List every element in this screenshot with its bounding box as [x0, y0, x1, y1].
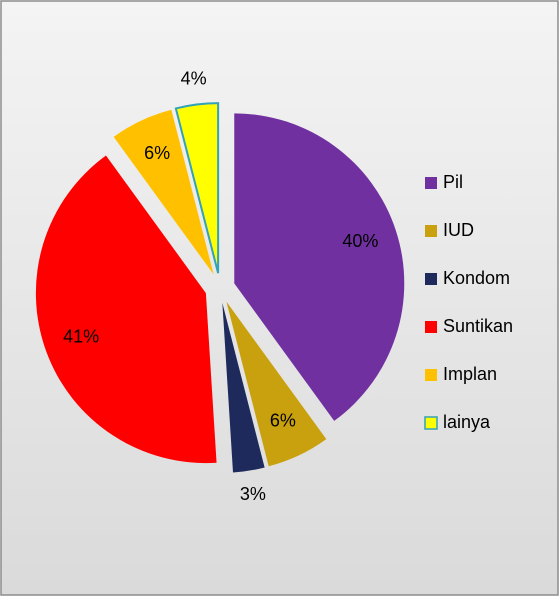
pie-slice — [113, 109, 214, 275]
legend-label: Implan — [443, 364, 497, 384]
data-label: 6% — [144, 143, 170, 163]
legend-swatch — [424, 416, 438, 430]
legend-label: IUD — [443, 220, 474, 240]
pie-slice — [222, 302, 265, 473]
pie-slice — [35, 155, 217, 464]
data-label: 4% — [181, 68, 207, 88]
legend-swatch — [425, 321, 437, 333]
legend-label: Pil — [443, 172, 463, 192]
data-label: 3% — [240, 484, 266, 504]
legend-swatch — [425, 273, 437, 285]
pie-slice — [226, 301, 327, 467]
legend-swatch — [425, 177, 437, 189]
pie-slice — [174, 102, 220, 274]
data-label: 40% — [342, 231, 378, 251]
legend-label: Kondom — [443, 268, 510, 288]
legend-swatch — [425, 225, 437, 237]
data-label: 41% — [63, 327, 99, 347]
legend-swatch — [425, 369, 437, 381]
pie-slice — [234, 113, 405, 421]
data-label: 6% — [270, 410, 296, 430]
legend-label: Suntikan — [443, 316, 513, 336]
legend-label: lainya — [443, 412, 491, 432]
